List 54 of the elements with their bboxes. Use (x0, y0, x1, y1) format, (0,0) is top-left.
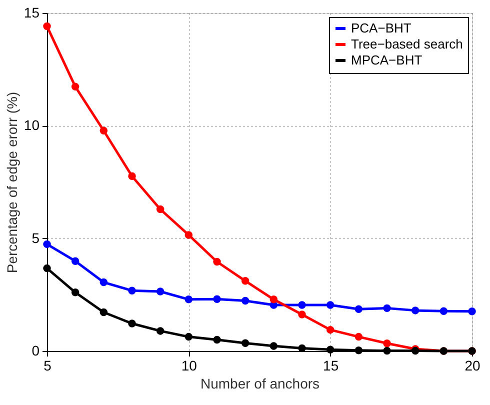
legend-label: MPCA−BHT (351, 52, 422, 68)
point (468, 307, 476, 316)
point (326, 301, 334, 309)
x-tick-label: 15 (323, 358, 339, 374)
x-tick-label: 10 (181, 358, 198, 374)
y-axis-title: Percentage of edge erorr (%) (4, 92, 20, 274)
point (156, 288, 164, 296)
point (354, 305, 363, 313)
point (184, 231, 193, 239)
point (440, 307, 448, 315)
x-tick-label: 5 (44, 358, 52, 374)
point (270, 342, 278, 350)
point (411, 306, 420, 314)
legend-label: PCA−BHT (351, 20, 412, 36)
y-tick-label: 15 (24, 4, 40, 20)
point (213, 258, 221, 266)
point (71, 288, 80, 296)
point (43, 264, 51, 272)
point (326, 326, 334, 334)
point (128, 320, 136, 328)
point (100, 126, 108, 134)
x-axis-title: Number of anchors (200, 376, 320, 392)
point (354, 346, 363, 354)
point (270, 296, 278, 304)
point (184, 332, 193, 341)
point (71, 82, 80, 91)
point (128, 172, 136, 180)
point (383, 339, 391, 348)
point (354, 332, 363, 341)
y-tick-label: 0 (32, 342, 40, 358)
x-tick-label: 20 (464, 358, 480, 374)
point (241, 339, 250, 347)
point (383, 304, 391, 312)
point (43, 22, 51, 30)
y-tick-label: 10 (24, 117, 40, 134)
point (100, 278, 108, 286)
legend-label: Tree−based search (351, 36, 463, 52)
point (383, 346, 391, 355)
point (241, 296, 250, 305)
point (298, 344, 306, 352)
point (100, 308, 108, 316)
point (156, 205, 164, 214)
point (128, 286, 136, 294)
point (298, 301, 306, 309)
point (213, 295, 221, 304)
point (184, 296, 193, 304)
point (43, 240, 51, 248)
point (326, 346, 334, 354)
point (156, 327, 164, 335)
point (213, 336, 221, 344)
point (71, 257, 80, 265)
point (298, 310, 306, 318)
y-tick-label: 5 (32, 230, 40, 246)
point (241, 277, 250, 285)
